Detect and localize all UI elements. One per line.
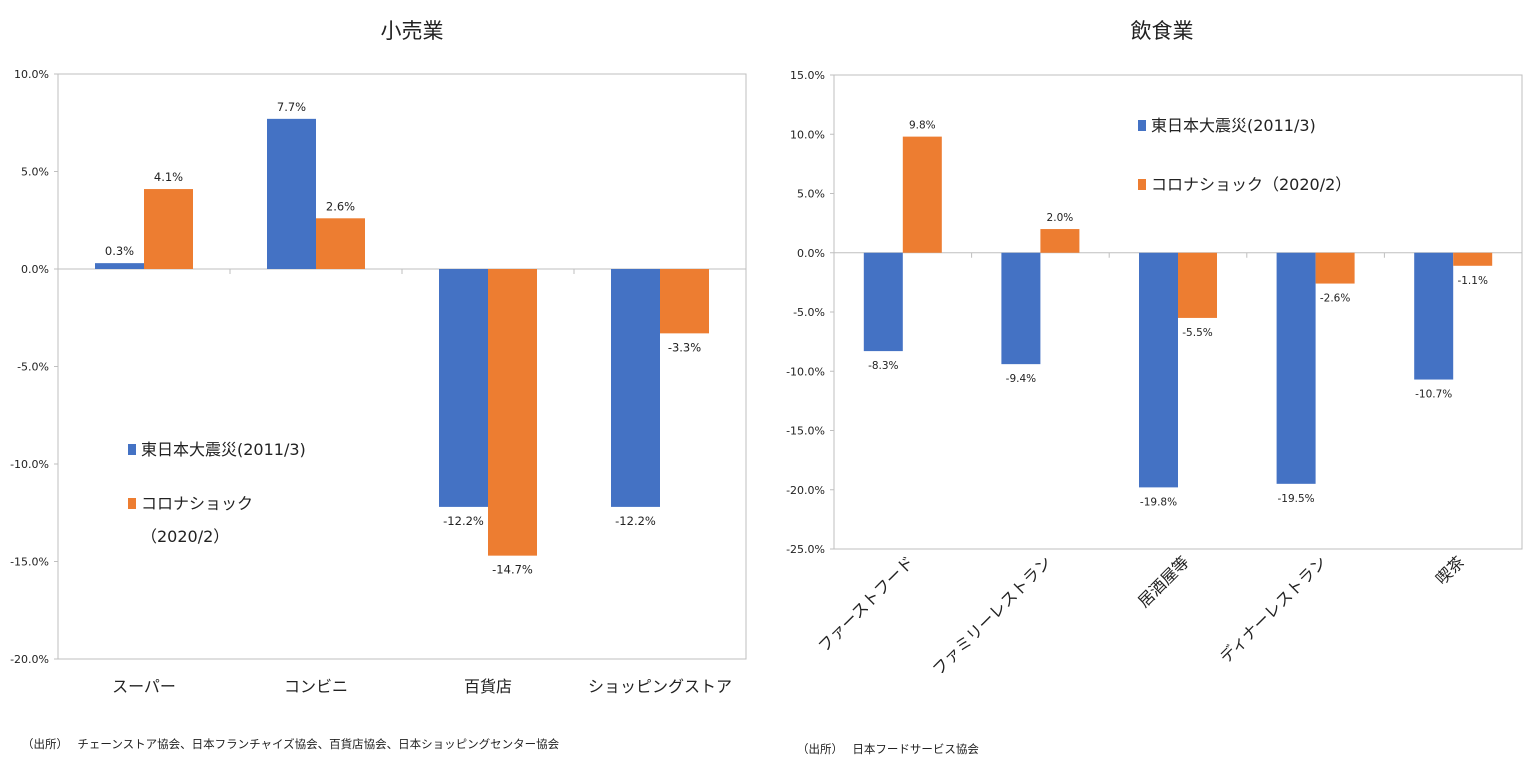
restaurant-bar-quake	[1139, 252, 1178, 488]
retail-category-label: ショッピングストア	[588, 677, 732, 696]
retail-y-tick-label: -5.0%	[17, 361, 49, 374]
retail-y-tick-label: 5.0%	[21, 166, 49, 179]
restaurant-data-label: -2.6%	[1320, 293, 1350, 305]
restaurant-data-label: 9.8%	[909, 120, 936, 132]
restaurant-y-tick-label: 10.0%	[790, 128, 825, 141]
retail-data-label: 4.1%	[154, 170, 183, 184]
restaurant-legend-label: 東日本大震災(2011/3)	[1151, 116, 1316, 135]
restaurant-data-label: -1.1%	[1457, 275, 1487, 287]
retail-data-label: 7.7%	[277, 100, 306, 114]
restaurant-bar-corona	[1040, 229, 1080, 253]
restaurant-source-note: （出所） 日本フードサービス協会	[797, 742, 979, 756]
restaurant-y-tick-label: 5.0%	[797, 188, 825, 201]
restaurant-category-label: ファーストフード	[814, 552, 917, 655]
restaurant-y-tick-label: -10.0%	[786, 365, 825, 378]
restaurant-y-tick-label: -15.0%	[786, 425, 825, 438]
restaurant-data-label: -19.8%	[1140, 496, 1177, 508]
restaurant-y-tick-label: -5.0%	[793, 306, 825, 319]
restaurant-legend-label: コロナショック（2020/2）	[1151, 175, 1351, 194]
restaurant-bar-quake	[1276, 252, 1316, 484]
restaurant-y-tick-label: 0.0%	[797, 247, 825, 260]
restaurant-bar-corona	[1315, 252, 1355, 284]
retail-data-label: -12.2%	[615, 514, 656, 528]
retail-category-label: 百貨店	[464, 677, 512, 696]
retail-y-tick-label: 10.0%	[14, 68, 49, 81]
retail-y-tick-label: -20.0%	[10, 653, 49, 666]
restaurant-data-label: -9.4%	[1006, 373, 1036, 385]
retail-category-label: コンビニ	[284, 677, 348, 696]
restaurant-y-tick-label: -25.0%	[786, 543, 825, 556]
restaurant-data-label: -5.5%	[1182, 327, 1212, 339]
retail-legend-label: 東日本大震災(2011/3)	[141, 440, 306, 459]
retail-chart: 10.0% 5.0% 0.0% -5.0% -10.0% -15.0% -20.0% 0.3%…	[10, 68, 747, 696]
retail-category-label: スーパー	[112, 677, 176, 696]
restaurant-chart: 15.0% 10.0% 5.0% 0.0% -5.0% -10.0% -15.0% -20.0…	[786, 69, 1523, 679]
retail-chart-title: 小売業	[381, 19, 444, 43]
restaurant-data-label: -10.7%	[1415, 389, 1452, 401]
retail-bar-corona	[144, 189, 193, 269]
retail-data-label: -12.2%	[443, 514, 484, 528]
restaurant-data-label: -19.5%	[1278, 493, 1315, 505]
restaurant-legend-swatch-corona	[1138, 179, 1146, 190]
retail-y-tick-label: -15.0%	[10, 556, 49, 569]
retail-legend-label: コロナショック	[141, 494, 253, 513]
retail-y-tick-label: 0.0%	[21, 263, 49, 276]
restaurant-bar-quake	[863, 252, 903, 352]
retail-legend-swatch-corona	[128, 498, 136, 509]
restaurant-bar-corona	[1178, 252, 1217, 318]
retail-bar-corona	[488, 269, 537, 556]
retail-data-label: -14.7%	[492, 563, 533, 577]
restaurant-chart-title: 飲食業	[1131, 19, 1194, 43]
retail-data-label: 0.3%	[105, 244, 134, 258]
retail-bar-quake	[439, 269, 488, 507]
restaurant-bar-corona	[902, 136, 942, 253]
restaurant-category-label: 喫茶	[1432, 552, 1468, 588]
restaurant-bar-corona	[1453, 252, 1493, 266]
retail-bar-quake	[95, 263, 144, 269]
restaurant-data-label: -8.3%	[868, 360, 898, 372]
restaurant-bar-quake	[1414, 252, 1454, 380]
retail-y-tick-label: -10.0%	[10, 458, 49, 471]
retail-data-label: -3.3%	[668, 340, 701, 354]
retail-bar-corona	[660, 269, 709, 334]
retail-bar-quake	[611, 269, 660, 507]
restaurant-category-label: ディナーレストラン	[1216, 552, 1330, 666]
retail-bar-corona	[316, 218, 365, 269]
retail-data-label: 2.6%	[326, 199, 355, 213]
restaurant-bar-quake	[1001, 252, 1041, 365]
retail-bar-quake	[267, 118, 316, 269]
restaurant-category-label: ファミリーレストラン	[929, 552, 1056, 679]
restaurant-legend-swatch-quake	[1138, 120, 1146, 131]
retail-source-note: （出所） チェーンストア協会、日本フランチャイズ協会、百貨店協会、日本ショッピン…	[22, 737, 560, 751]
restaurant-y-tick-label: 15.0%	[790, 69, 825, 82]
restaurant-category-label: 居酒屋等	[1134, 552, 1193, 611]
retail-legend-swatch-quake	[128, 444, 136, 455]
restaurant-data-label: 2.0%	[1047, 212, 1074, 224]
restaurant-y-tick-label: -20.0%	[786, 484, 825, 497]
retail-legend-label-cont: （2020/2）	[141, 527, 229, 546]
